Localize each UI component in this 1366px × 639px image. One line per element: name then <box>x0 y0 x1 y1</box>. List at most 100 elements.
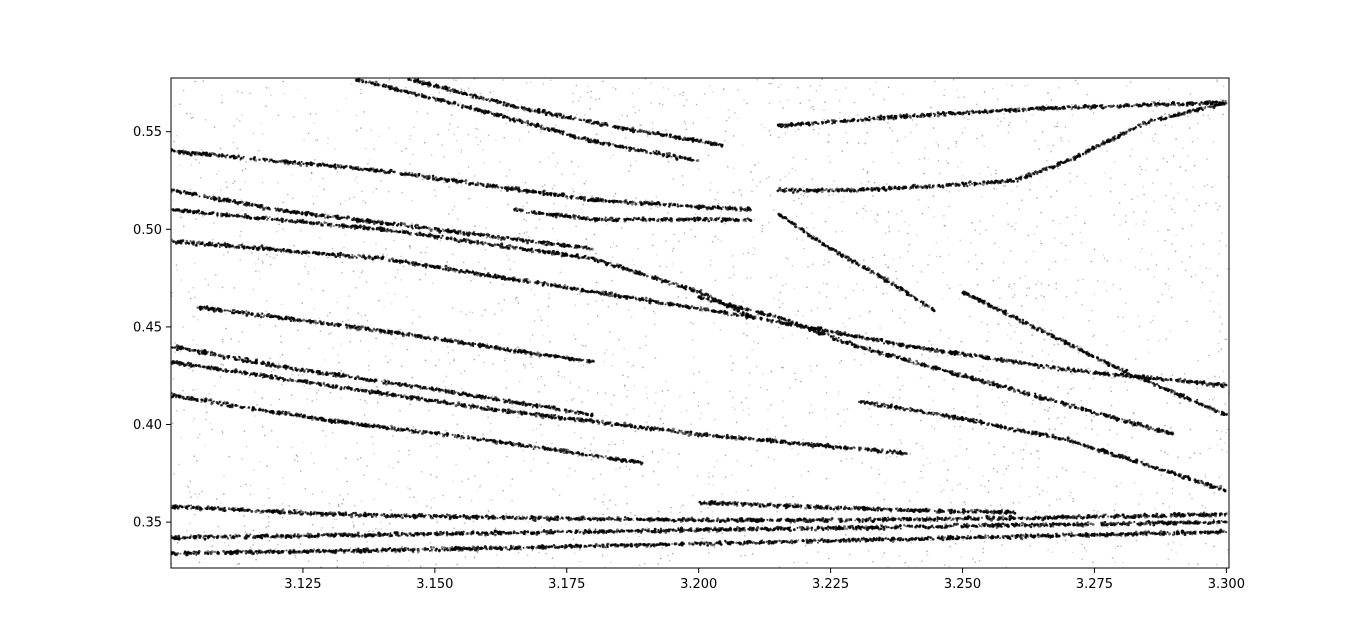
data-point <box>253 415 256 417</box>
data-point <box>944 88 946 91</box>
data-point <box>261 243 263 245</box>
data-point <box>1050 99 1053 101</box>
data-point <box>1077 351 1080 354</box>
data-point <box>479 92 482 95</box>
data-point <box>651 450 654 453</box>
data-point <box>975 254 977 256</box>
data-point <box>192 420 194 422</box>
data-point <box>183 225 185 227</box>
data-point <box>399 226 402 229</box>
data-point <box>955 455 958 457</box>
data-point <box>671 552 674 555</box>
data-point <box>221 94 223 97</box>
data-point <box>771 319 774 322</box>
data-point <box>478 225 481 227</box>
data-point <box>172 199 174 201</box>
data-point <box>1071 114 1074 117</box>
data-point <box>1047 353 1050 356</box>
data-point <box>854 346 857 349</box>
data-point <box>727 202 729 204</box>
data-point <box>1162 157 1165 160</box>
data-point <box>1092 335 1094 338</box>
data-point <box>1187 116 1189 118</box>
data-point <box>892 258 895 261</box>
data-point <box>738 189 741 191</box>
data-point <box>834 511 837 513</box>
data-point <box>598 97 601 100</box>
data-point <box>1048 428 1051 431</box>
data-point <box>481 243 485 246</box>
data-point <box>640 272 643 276</box>
data-point <box>652 244 654 247</box>
data-point <box>336 252 340 255</box>
data-point <box>762 313 766 316</box>
data-point <box>628 468 631 471</box>
data-point <box>336 301 338 304</box>
data-point <box>614 293 617 296</box>
data-point <box>579 193 582 195</box>
data-point <box>943 224 946 227</box>
data-point <box>1113 374 1117 378</box>
data-point <box>290 446 293 449</box>
data-point <box>942 298 944 300</box>
data-point <box>359 88 362 91</box>
data-point <box>797 86 799 89</box>
data-point <box>594 498 596 500</box>
data-point <box>659 265 661 268</box>
data-point <box>1011 225 1013 228</box>
data-point <box>1080 400 1082 402</box>
data-point <box>253 469 255 471</box>
data-point <box>867 337 871 341</box>
data-point <box>819 332 823 336</box>
data-point <box>998 277 1000 279</box>
data-point <box>1199 264 1201 267</box>
data-point <box>1132 412 1135 414</box>
data-point <box>535 227 537 229</box>
data-point <box>730 314 733 317</box>
data-point <box>626 115 629 117</box>
data-point <box>1160 378 1164 382</box>
data-point <box>188 291 190 293</box>
data-point <box>1091 420 1093 423</box>
data-point <box>1177 192 1180 195</box>
data-point <box>514 278 518 282</box>
data-point <box>448 266 451 270</box>
data-point <box>368 369 370 371</box>
data-point <box>1142 185 1145 188</box>
data-point <box>632 296 635 299</box>
data-point <box>1122 562 1124 564</box>
data-point <box>572 92 574 95</box>
data-point <box>681 175 684 177</box>
data-point <box>1153 200 1155 203</box>
data-point <box>898 230 900 232</box>
data-point <box>561 286 563 288</box>
data-point <box>1154 133 1157 135</box>
data-point <box>672 178 675 180</box>
data-point <box>473 557 476 559</box>
data-point <box>481 336 483 339</box>
data-point <box>452 414 454 416</box>
data-point <box>344 254 347 257</box>
data-point <box>293 459 296 461</box>
data-point <box>335 518 338 521</box>
data-point <box>361 270 364 272</box>
data-point <box>817 551 819 553</box>
data-point <box>352 270 355 273</box>
data-point <box>221 432 224 434</box>
data-point <box>993 453 996 456</box>
data-point <box>1027 362 1031 366</box>
data-point <box>447 268 450 272</box>
data-point <box>793 561 795 564</box>
data-point <box>363 414 366 416</box>
data-point <box>456 563 459 566</box>
data-point <box>955 140 957 143</box>
data-point <box>781 321 785 325</box>
data-point <box>1083 471 1085 473</box>
data-point <box>235 215 238 218</box>
data-point <box>503 136 506 139</box>
data-point <box>817 132 820 135</box>
data-point <box>794 130 796 133</box>
data-point <box>741 144 744 146</box>
data-point <box>388 229 391 232</box>
data-point <box>826 283 828 285</box>
